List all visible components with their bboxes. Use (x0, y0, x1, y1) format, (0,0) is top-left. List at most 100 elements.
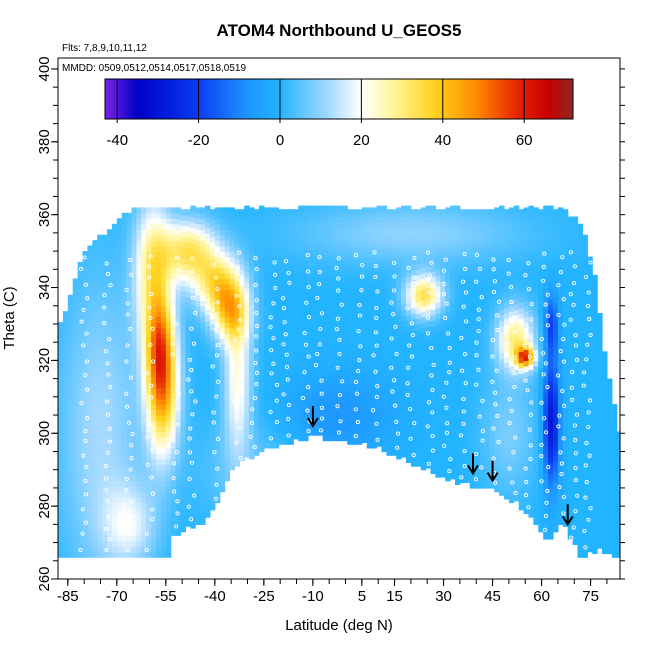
heat-cell (283, 351, 289, 358)
heat-cell (391, 433, 397, 440)
heat-cell (376, 347, 383, 354)
heat-cell (513, 446, 520, 453)
heat-cell (254, 449, 260, 456)
heat-cell (195, 262, 201, 269)
heat-cell (107, 426, 113, 433)
heat-cell (151, 458, 157, 465)
heat-cell (82, 294, 88, 301)
heat-cell (136, 371, 142, 378)
heat-cell (107, 294, 113, 301)
heat-cell (111, 256, 118, 263)
heat-cell (518, 313, 525, 320)
heat-cell (484, 466, 490, 473)
heat-cell (518, 367, 525, 374)
heat-cell (214, 333, 221, 340)
heat-cell (254, 231, 260, 238)
heat-cell (224, 398, 231, 405)
heat-cell (430, 429, 436, 436)
heat-cell (239, 378, 245, 385)
heat-cell (82, 508, 88, 515)
heat-cell (513, 243, 520, 250)
heat-cell (293, 231, 299, 238)
heat-cell (513, 325, 520, 332)
heat-cell (440, 209, 446, 216)
heat-cell (185, 296, 191, 303)
heat-cell (518, 318, 525, 325)
heat-cell (504, 373, 510, 380)
heat-cell (239, 334, 245, 341)
heat-cell (151, 382, 157, 389)
heat-cell (239, 395, 245, 402)
heat-cell (151, 426, 157, 433)
heat-cell (214, 442, 221, 449)
heat-cell (523, 486, 530, 493)
heat-cell (327, 413, 334, 420)
heat-cell (361, 251, 368, 258)
heat-cell (474, 324, 481, 331)
heat-cell (489, 367, 495, 374)
heat-cell (136, 376, 142, 383)
heat-cell (381, 276, 387, 283)
heat-cell (229, 376, 235, 383)
heat-cell (92, 480, 98, 487)
heat-cell (376, 314, 383, 321)
heat-cell (107, 518, 113, 525)
heat-cell (62, 338, 69, 345)
heat-cell (450, 205, 456, 212)
heat-cell (342, 232, 348, 239)
heat-cell (494, 420, 500, 427)
heat-cell (425, 407, 432, 414)
heat-cell (92, 420, 98, 427)
heat-cell (58, 382, 64, 389)
heat-cell (165, 464, 172, 471)
heat-cell (337, 238, 343, 245)
heat-cell (440, 334, 446, 341)
heat-cell (190, 265, 196, 272)
heat-cell (263, 431, 270, 438)
heat-cell (121, 404, 128, 411)
heat-cell (244, 402, 250, 409)
heat-cell (425, 331, 432, 338)
heat-cell (494, 344, 500, 351)
heat-cell (445, 393, 451, 400)
heat-cell (513, 456, 520, 463)
heat-cell (205, 303, 211, 310)
heat-cell (391, 291, 397, 298)
heat-cell (244, 298, 250, 305)
heat-cell (249, 223, 255, 230)
heat-cell (489, 231, 495, 238)
heat-cell (288, 324, 294, 331)
heat-cell (278, 263, 285, 270)
heat-cell (156, 273, 162, 280)
heat-cell (111, 349, 118, 356)
heat-cell (322, 375, 329, 382)
heat-cell (435, 214, 441, 221)
heat-cell (415, 231, 422, 238)
heat-cell (489, 378, 495, 385)
heat-cell (82, 469, 88, 476)
heat-cell (420, 398, 427, 405)
heat-cell (523, 502, 530, 509)
heat-cell (87, 289, 93, 296)
heat-cell (332, 336, 338, 343)
heat-cell (347, 438, 353, 445)
heat-cell (420, 387, 427, 394)
heat-cell (205, 314, 211, 321)
heat-cell (474, 225, 481, 232)
heat-cell (224, 283, 231, 290)
heat-cell (146, 540, 152, 547)
heat-cell (126, 262, 133, 269)
heat-cell (484, 274, 490, 281)
heat-cell (312, 287, 319, 294)
heat-cell (445, 223, 451, 230)
heat-cell (151, 256, 157, 263)
heat-cell (401, 440, 407, 447)
heat-cell (283, 405, 289, 412)
heat-cell (533, 447, 539, 454)
heat-cell (479, 269, 485, 276)
heat-cell (381, 325, 387, 332)
heat-cell (518, 498, 525, 505)
heat-cell (180, 400, 186, 407)
heat-cell (195, 316, 201, 323)
heat-cell (111, 464, 118, 471)
